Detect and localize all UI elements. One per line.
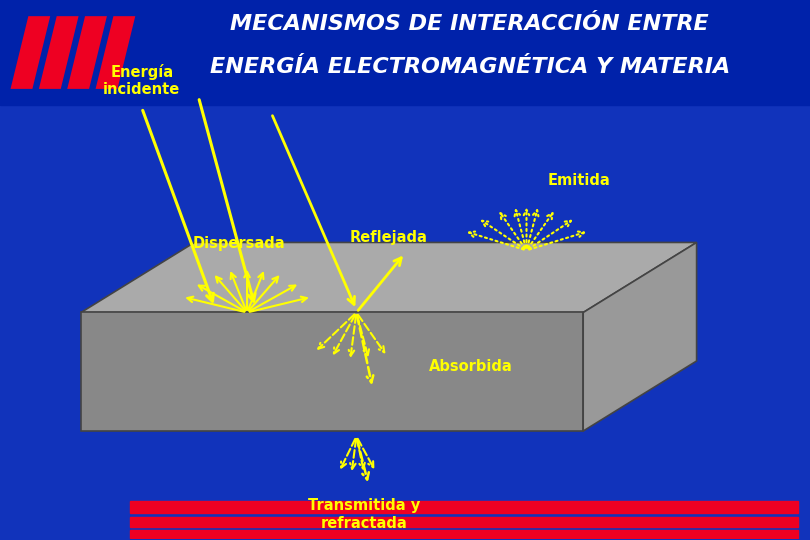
Text: Reflejada: Reflejada [350,230,428,245]
Text: MECANISMOS DE INTERACCIÓN ENTRE: MECANISMOS DE INTERACCIÓN ENTRE [230,14,710,34]
Polygon shape [81,313,583,431]
Text: Transmitida y
refractada: Transmitida y refractada [309,498,420,531]
Text: Emitida: Emitida [548,173,611,188]
Text: Energía
incidente: Energía incidente [103,64,181,97]
Bar [130,517,798,527]
Polygon shape [67,16,107,89]
Bar [130,530,798,538]
Polygon shape [583,242,697,431]
Bar [130,501,798,513]
Text: Absorbida: Absorbida [429,359,513,374]
Bar [0,0,810,105]
Text: Dispersada: Dispersada [193,235,285,251]
Polygon shape [81,242,697,313]
Text: ENERGÍA ELECTROMAGNÉTICA Y MATERIA: ENERGÍA ELECTROMAGNÉTICA Y MATERIA [210,57,730,77]
Polygon shape [11,16,50,89]
Polygon shape [96,16,135,89]
Polygon shape [39,16,79,89]
